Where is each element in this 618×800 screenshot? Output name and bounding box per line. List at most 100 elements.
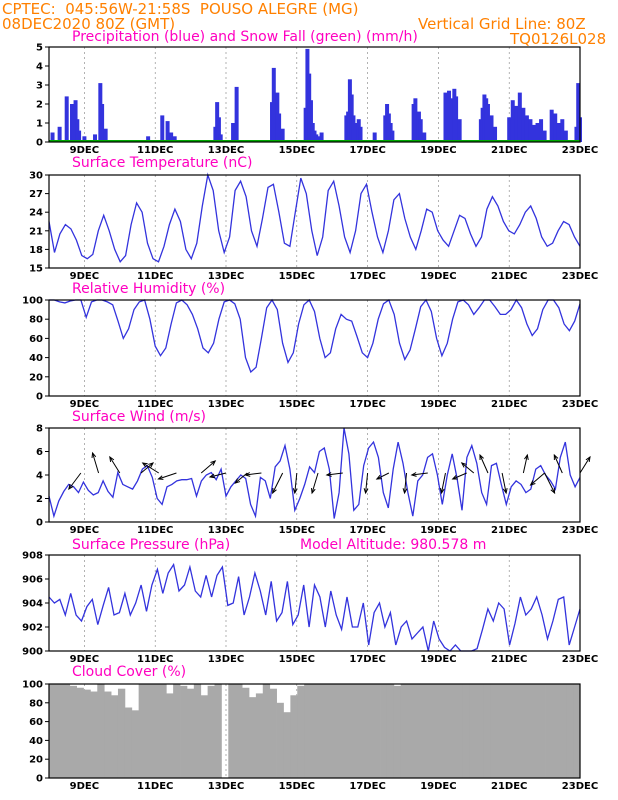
y-tick-label: 80 (29, 315, 43, 326)
wind-arrowhead (451, 475, 458, 480)
y-tick-label: 18 (29, 245, 43, 256)
cloud-bar (276, 702, 284, 778)
x-tick-label: 17DEC (349, 525, 385, 536)
cloud-bar (228, 684, 236, 778)
run-date: 08DEC2020 80Z (GMT) (2, 15, 176, 33)
precip-bar (521, 107, 526, 142)
precip-bar (542, 130, 547, 142)
cloud-bar (511, 684, 519, 778)
y-tick-label: 5 (36, 43, 43, 54)
precip-bar (413, 98, 418, 142)
cloud-bar (366, 684, 374, 778)
wind-vector (579, 456, 591, 474)
cloud-bar (145, 684, 153, 778)
wind-vector (440, 472, 446, 494)
station-header: CPTEC: 045:56W-21:58S POUSO ALEGRE (MG) (2, 0, 359, 18)
x-tick-label: 17DEC (349, 271, 385, 282)
x-tick-label: 9DEC (70, 781, 99, 792)
wind-arrowhead (325, 472, 332, 477)
cloud-bar (538, 684, 546, 778)
y-tick-label: 40 (29, 736, 43, 747)
x-tick-label: 11DEC (137, 781, 173, 792)
y-tick-label: 6 (36, 447, 43, 458)
cloud-bar (173, 684, 181, 778)
cloud-bar (552, 684, 560, 778)
wind-arrowhead (210, 460, 217, 466)
panel-frame (48, 46, 581, 143)
y-tick-label: 2 (36, 100, 43, 111)
y-tick-label: 908 (22, 551, 43, 562)
cloud-bar (290, 695, 298, 778)
x-tick-label: 13DEC (208, 271, 244, 282)
x-tick-label: 23DEC (562, 525, 598, 536)
y-tick-label: 4 (36, 62, 43, 73)
x-tick-label: 23DEC (562, 271, 598, 282)
cloud-bar (111, 695, 119, 778)
cloud-bar (117, 688, 126, 778)
precip-bar (169, 132, 174, 142)
precip-bar (549, 109, 554, 142)
cloud-bar (69, 685, 77, 778)
x-tick-label: 13DEC (208, 399, 244, 410)
precip-bar (524, 115, 529, 142)
cloud-bar (455, 684, 464, 778)
cloud-bar (524, 684, 533, 778)
cloud-bar (248, 697, 257, 778)
precip-bar (165, 121, 170, 142)
cloud-bar (180, 685, 188, 778)
wind-vector (140, 462, 154, 474)
x-tick-label: 13DEC (208, 145, 244, 156)
precip-bar (553, 113, 558, 142)
x-tick-label: 21DEC (491, 654, 527, 665)
precip-bar (485, 104, 490, 142)
cloud-bar (207, 685, 215, 778)
wind-vector (461, 462, 475, 474)
cloud-bar (490, 684, 498, 778)
wind-arrowhead (292, 488, 298, 495)
wind-vector (544, 472, 556, 494)
x-tick-label: 13DEC (208, 781, 244, 792)
wind-arrowhead (272, 487, 277, 495)
cloud-bar (124, 707, 133, 778)
cloud-bar (428, 684, 436, 778)
cloud-bar (462, 684, 471, 778)
wind-arrowhead (460, 462, 467, 468)
cloud-bar (186, 688, 195, 778)
vertical-grid-note: Vertical Grid Line: 80Z (418, 15, 586, 33)
y-tick-label: 902 (22, 623, 43, 634)
panel-title: Surface Temperature (nC) (72, 155, 253, 171)
y-tick-label: 1 (36, 119, 43, 130)
precip-bar (216, 117, 221, 142)
cloud-bar (331, 684, 340, 778)
cloud-bar (242, 687, 250, 778)
wind-vector (68, 472, 82, 490)
cloud-bar (131, 710, 140, 778)
precip-bar (507, 117, 512, 142)
x-tick-label: 9DEC (70, 654, 99, 665)
y-tick-label: 21 (29, 226, 43, 237)
wind-vector (158, 472, 177, 480)
cloud-bar (55, 684, 64, 778)
x-tick-label: 15DEC (279, 654, 315, 665)
wind-arrowhead (311, 487, 316, 495)
wind-arrowhead (234, 478, 241, 484)
wind-vector (245, 472, 262, 476)
x-tick-label: 21DEC (491, 271, 527, 282)
wind-vector (92, 452, 100, 474)
precip-bar (443, 92, 448, 142)
precip-bar (447, 90, 452, 142)
precip-bar (457, 119, 462, 142)
panel-frame (48, 554, 581, 652)
cloud-bar (393, 685, 402, 778)
cloud-bar (97, 684, 105, 778)
x-tick-label: 11DEC (137, 145, 173, 156)
cloud-bar (435, 684, 443, 778)
precip-bar (514, 105, 519, 142)
precip-bar (234, 86, 239, 142)
cloud-bar (193, 684, 202, 778)
y-tick-label: 904 (22, 599, 43, 610)
cloud-bar (531, 684, 540, 778)
panel-title: Cloud Cover (%) (72, 664, 186, 680)
wind-arrowhead (553, 453, 559, 461)
